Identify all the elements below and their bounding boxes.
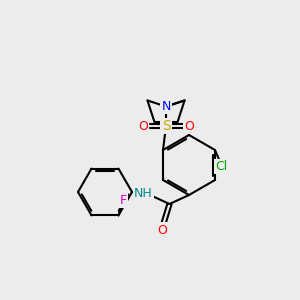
- Text: O: O: [184, 119, 194, 133]
- Text: NH: NH: [134, 187, 153, 200]
- Text: S: S: [162, 119, 170, 133]
- Text: N: N: [161, 100, 171, 113]
- Text: O: O: [138, 119, 148, 133]
- Text: Cl: Cl: [215, 160, 227, 173]
- Text: O: O: [157, 224, 167, 237]
- Text: F: F: [119, 194, 127, 207]
